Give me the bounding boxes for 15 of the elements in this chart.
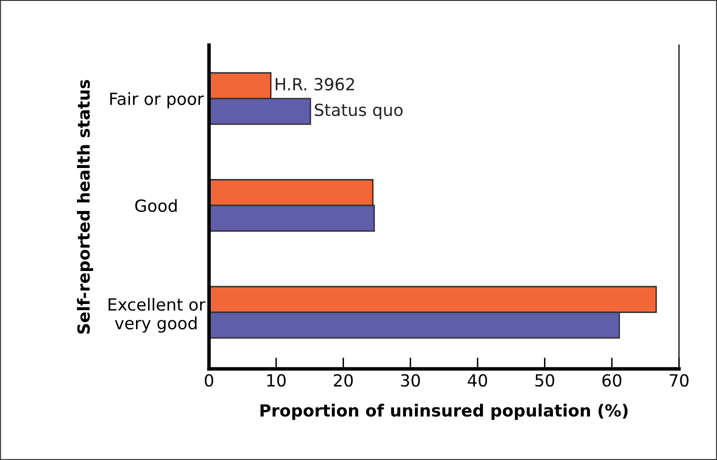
x-axis-title: Proportion of uninsured population (%) [260,404,628,420]
y-tick-label: Fair or poor [110,92,204,108]
series-label: H.R. 3962 [276,78,354,91]
x-tick-label: 60 [602,374,622,387]
x-tick-label: 10 [267,374,286,387]
y-tick-label: Good [135,199,177,212]
x-tick-label: 20 [334,374,353,387]
series-label: Status quo [314,104,403,120]
x-tick-label: 0 [204,374,214,387]
y-tick-label: Excellent or very good [108,298,206,333]
x-tick-label: 50 [535,374,554,387]
x-tick-label: 40 [468,374,488,387]
y-axis-title: Self-reported health status [76,80,94,334]
x-tick-label: 70 [670,374,688,387]
x-tick-label: 30 [401,374,420,387]
